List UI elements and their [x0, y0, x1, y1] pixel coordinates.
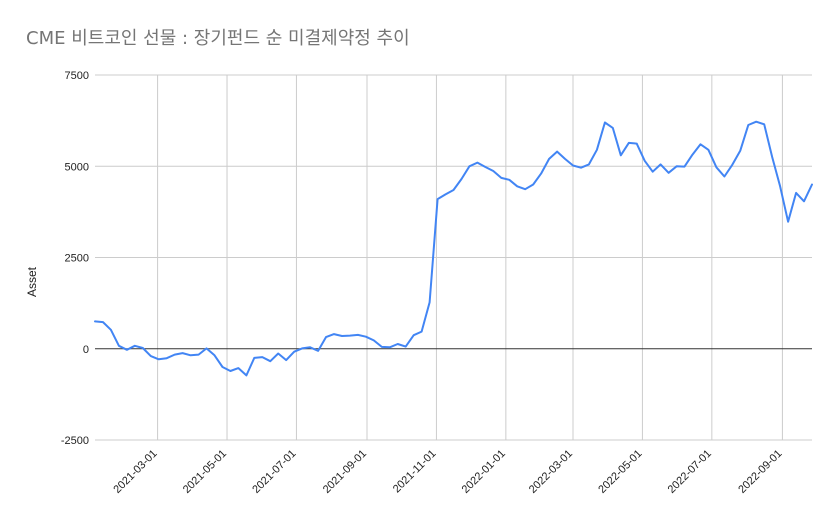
- x-tick-label: 2021-05-01: [181, 448, 229, 496]
- series-line: [94, 120, 813, 377]
- y-tick-label: 2500: [65, 253, 89, 265]
- x-tick-label: 2021-03-01: [111, 448, 159, 496]
- x-tick-label: 2022-09-01: [736, 448, 784, 496]
- y-tick-label: 7500: [65, 70, 89, 82]
- x-tick-label: 2022-07-01: [666, 448, 714, 496]
- x-tick-label: 2022-05-01: [596, 448, 644, 496]
- chart-title: CME 비트코인 선물 : 장기펀드 순 미결제약정 추이: [26, 28, 410, 49]
- y-tick-label: 5000: [65, 161, 89, 173]
- series-layer: [94, 120, 813, 377]
- x-tick-label: 2021-11-01: [391, 448, 439, 496]
- grid-layer: [95, 74, 812, 441]
- x-tick-label: 2022-01-01: [460, 448, 508, 496]
- x-tick-label: 2022-03-01: [527, 448, 575, 496]
- y-axis-label: Asset: [25, 266, 39, 297]
- y-tick-label: -2500: [61, 435, 89, 447]
- x-tick-label: 2021-07-01: [250, 448, 298, 496]
- x-tick-label: 2021-09-01: [321, 448, 369, 496]
- y-tick-label: 0: [83, 344, 89, 356]
